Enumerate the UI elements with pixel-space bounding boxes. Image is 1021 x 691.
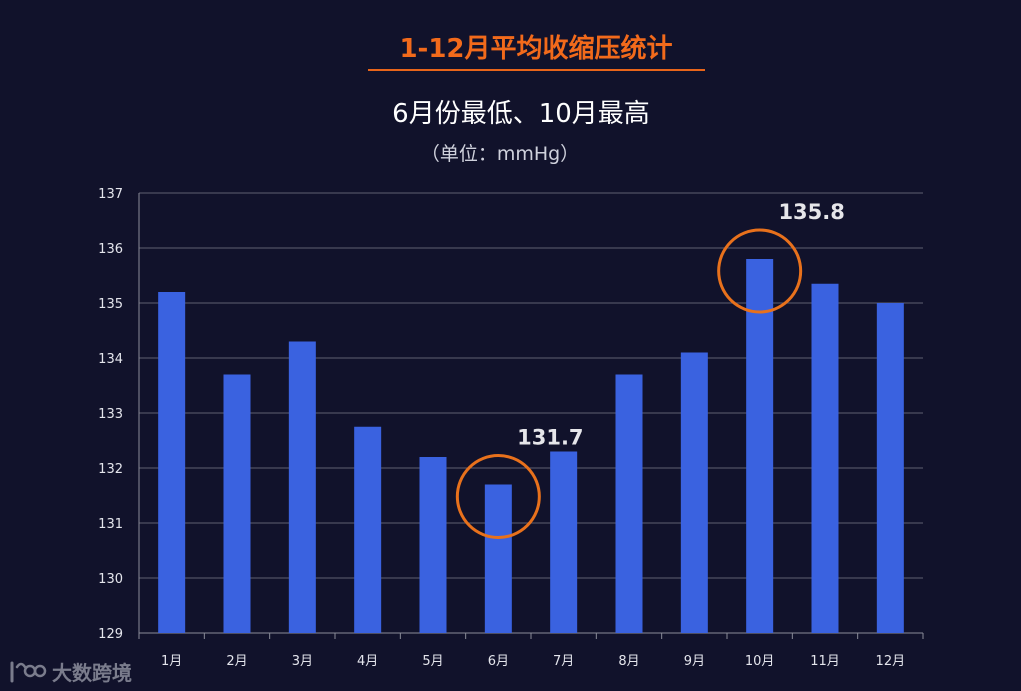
y-tick-label: 132 [98, 462, 123, 477]
bar [746, 259, 774, 633]
x-tick-label: 4月 [357, 654, 378, 669]
highlight-circle [455, 454, 541, 539]
y-tick-label: 129 [98, 627, 123, 642]
bar [615, 374, 643, 633]
unit-label: （单位：mmHg） [420, 143, 580, 165]
watermark-brand: 大数跨境 [52, 660, 132, 685]
bar [288, 341, 316, 633]
x-tick-label: 9月 [684, 654, 705, 669]
bar [680, 352, 708, 633]
x-tick-label: 11月 [810, 654, 840, 669]
highlight-circle [717, 228, 803, 314]
dashuju-logo-icon [10, 661, 47, 683]
x-tick-label: 7月 [553, 654, 574, 669]
y-tick-label: 134 [98, 352, 123, 367]
y-tick-label: 133 [98, 407, 123, 422]
annotation-label: 135.8 [778, 200, 844, 224]
x-tick-label: 6月 [488, 654, 509, 669]
x-tick-label: 1月 [161, 654, 182, 669]
x-tick-label: 3月 [292, 654, 313, 669]
bar [876, 303, 904, 633]
bar [811, 283, 839, 633]
bar [354, 426, 382, 633]
x-tick-label: 5月 [422, 654, 443, 669]
bar [550, 451, 578, 633]
bar [419, 457, 447, 633]
x-tick-label: 2月 [226, 654, 247, 669]
y-tick-label: 131 [98, 517, 123, 532]
x-tick-label: 12月 [876, 654, 906, 669]
bar [223, 374, 251, 633]
y-tick-label: 130 [98, 572, 123, 587]
chart-title: 1-12月平均收缩压统计 [399, 34, 673, 64]
watermark: 大数跨境 [8, 656, 132, 686]
annotation-label: 131.7 [517, 426, 583, 450]
title-underline [368, 69, 705, 71]
x-tick-label: 10月 [745, 654, 775, 669]
y-tick-label: 137 [98, 187, 123, 202]
bar [158, 292, 186, 633]
y-tick-label: 135 [98, 297, 123, 312]
x-tick-label: 8月 [618, 654, 639, 669]
chart-subtitle: 6月份最低、10月最高 [392, 99, 650, 129]
bar [484, 484, 512, 633]
y-tick-label: 136 [98, 242, 123, 257]
